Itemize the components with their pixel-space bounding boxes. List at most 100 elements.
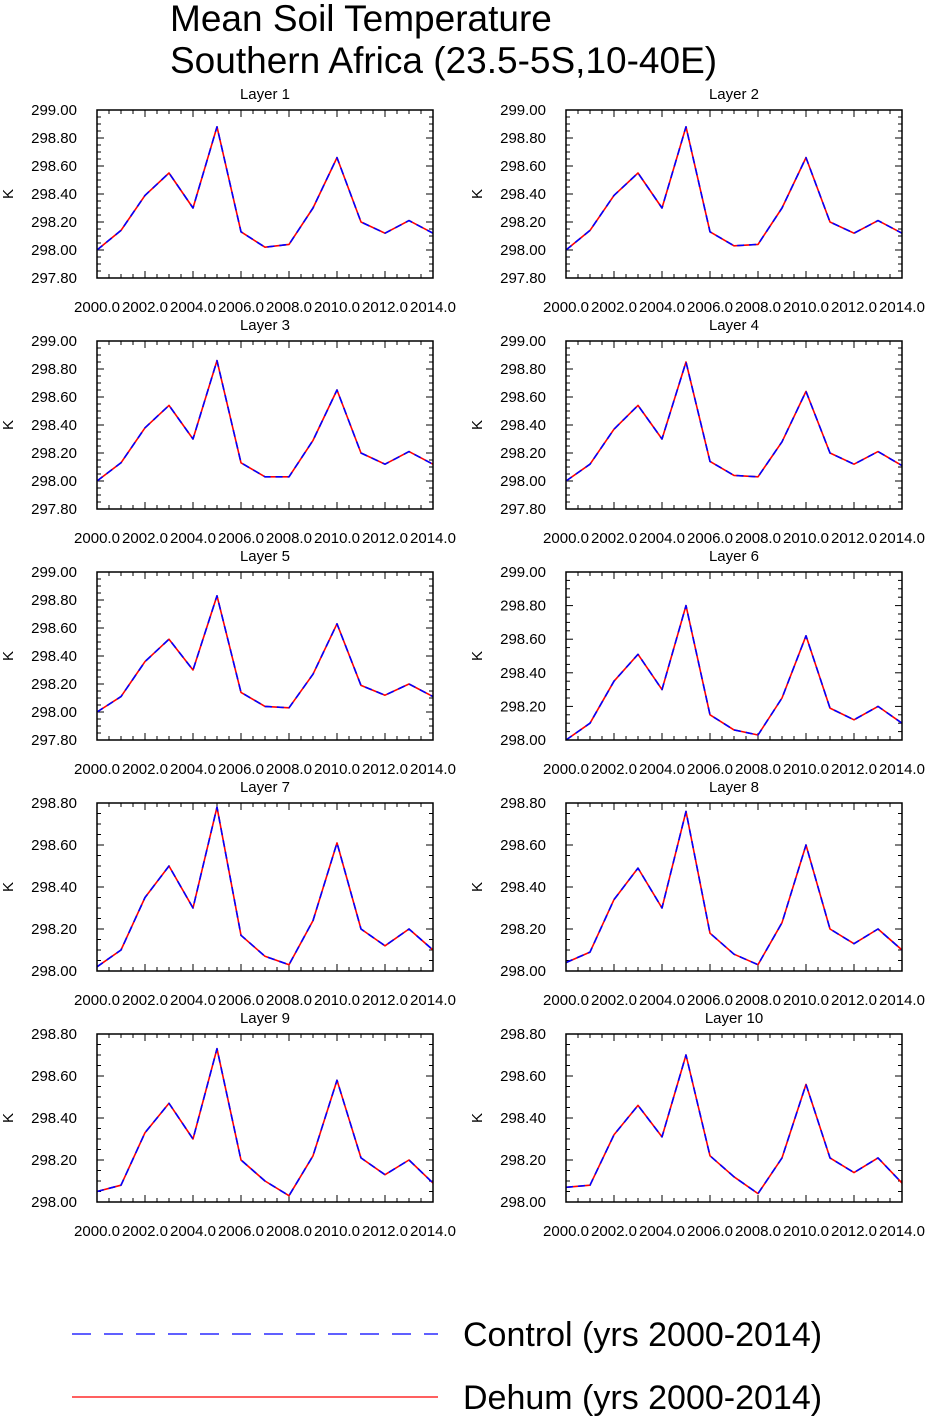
y-axis-label: K xyxy=(0,651,17,661)
y-tick-label: 298.00 xyxy=(31,963,77,980)
x-tick-label: 2000.0 xyxy=(74,299,120,316)
x-tick-label: 2000.0 xyxy=(74,992,120,1009)
panel-title: Layer 10 xyxy=(705,1010,763,1027)
y-axis-label: K xyxy=(469,882,486,892)
x-tick-label: 2000.0 xyxy=(543,761,589,778)
x-tick-label: 2012.0 xyxy=(362,992,408,1009)
y-tick-label: 298.60 xyxy=(500,389,546,406)
y-tick-label: 298.40 xyxy=(500,417,546,434)
panel-layer-4: Layer 4 K 297.80 298.00 298.20 298.40 298.60 29… xyxy=(469,317,925,547)
x-tick-label: 2010.0 xyxy=(783,992,829,1009)
x-tick-label: 2006.0 xyxy=(687,992,733,1009)
plot-frame xyxy=(96,571,434,741)
y-tick-label: 298.60 xyxy=(500,837,546,854)
x-tick-label: 2000.0 xyxy=(74,530,120,547)
panel-title: Layer 7 xyxy=(240,779,290,796)
x-tick-label: 2004.0 xyxy=(639,992,685,1009)
panel-layer-3: Layer 3 K 297.80 298.00 298.20 298.40 298.60 29… xyxy=(0,317,456,547)
y-tick-label: 298.40 xyxy=(31,417,77,434)
legend: Control (yrs 2000-2014) Dehum (yrs 2000-2… xyxy=(72,1316,822,1417)
x-tick-label: 2002.0 xyxy=(591,761,637,778)
control-series-line xyxy=(96,594,434,713)
y-tick-label: 298.00 xyxy=(500,732,546,749)
x-tick-label: 2002.0 xyxy=(591,992,637,1009)
y-tick-label: 297.80 xyxy=(31,270,77,287)
dehum-series-line xyxy=(96,126,434,251)
x-tick-label: 2014.0 xyxy=(410,530,456,547)
panels-group: Layer 1 K 297.80 298.00 298.20 298.40 298.60 29… xyxy=(0,86,925,1240)
chart-title-line-1: Mean Soil Temperature xyxy=(170,0,552,39)
y-axis-label: K xyxy=(0,882,17,892)
y-tick-label: 298.80 xyxy=(31,361,77,378)
control-series-line xyxy=(96,126,434,251)
legend-label-control: Control (yrs 2000-2014) xyxy=(463,1316,822,1354)
x-tick-label: 2014.0 xyxy=(410,992,456,1009)
x-tick-label: 2010.0 xyxy=(783,530,829,547)
y-axis-label: K xyxy=(0,420,17,430)
x-tick-label: 2006.0 xyxy=(218,299,264,316)
x-tick-label: 2012.0 xyxy=(362,1223,408,1240)
y-tick-label: 299.00 xyxy=(31,102,77,119)
y-tick-label: 298.00 xyxy=(31,704,77,721)
x-tick-label: 2010.0 xyxy=(314,299,360,316)
x-tick-label: 2010.0 xyxy=(314,1223,360,1240)
y-tick-label: 298.40 xyxy=(500,665,546,682)
y-tick-label: 298.00 xyxy=(500,242,546,259)
panel-layer-2: Layer 2 K 297.80 298.00 298.20 298.40 298.60 29… xyxy=(469,86,925,316)
x-tick-label: 2014.0 xyxy=(410,761,456,778)
x-tick-label: 2002.0 xyxy=(122,992,168,1009)
x-tick-label: 2010.0 xyxy=(783,299,829,316)
y-tick-label: 298.60 xyxy=(31,620,77,637)
y-tick-label: 298.20 xyxy=(500,698,546,715)
y-tick-label: 298.40 xyxy=(31,648,77,665)
x-tick-label: 2002.0 xyxy=(122,299,168,316)
y-tick-label: 299.00 xyxy=(500,333,546,350)
y-tick-label: 298.00 xyxy=(500,473,546,490)
y-tick-label: 298.20 xyxy=(31,921,77,938)
y-tick-label: 298.40 xyxy=(31,1110,77,1127)
x-tick-label: 2000.0 xyxy=(543,299,589,316)
x-tick-label: 2002.0 xyxy=(122,1223,168,1240)
x-tick-label: 2012.0 xyxy=(362,761,408,778)
y-tick-label: 298.80 xyxy=(500,130,546,147)
x-tick-label: 2004.0 xyxy=(639,761,685,778)
x-tick-label: 2010.0 xyxy=(314,761,360,778)
plot-frame xyxy=(96,340,434,510)
control-series-line xyxy=(565,604,903,741)
y-axis-label: K xyxy=(0,189,17,199)
panel-layer-5: Layer 5 K 297.80 298.00 298.20 298.40 298.60 29… xyxy=(0,548,456,778)
x-tick-label: 2012.0 xyxy=(831,992,877,1009)
y-tick-label: 298.40 xyxy=(500,186,546,203)
x-tick-label: 2008.0 xyxy=(735,992,781,1009)
y-tick-label: 298.20 xyxy=(31,676,77,693)
y-tick-label: 298.40 xyxy=(31,879,77,896)
y-tick-label: 298.20 xyxy=(31,1152,77,1169)
y-tick-label: 299.00 xyxy=(31,333,77,350)
y-axis-label: K xyxy=(469,189,486,199)
y-tick-label: 298.80 xyxy=(31,795,77,812)
x-tick-label: 2008.0 xyxy=(266,299,312,316)
x-tick-label: 2012.0 xyxy=(831,299,877,316)
y-tick-label: 298.20 xyxy=(31,445,77,462)
x-tick-label: 2012.0 xyxy=(831,1223,877,1240)
x-tick-label: 2008.0 xyxy=(735,299,781,316)
y-tick-label: 298.20 xyxy=(31,214,77,231)
control-series-line xyxy=(565,810,903,966)
x-tick-label: 2008.0 xyxy=(735,530,781,547)
plot-frame xyxy=(565,802,903,972)
y-axis-label: K xyxy=(0,1113,17,1123)
y-tick-label: 298.00 xyxy=(31,242,77,259)
dehum-series-line xyxy=(565,1054,903,1195)
y-tick-label: 297.80 xyxy=(500,501,546,518)
control-series-line xyxy=(565,126,903,251)
dehum-series-line xyxy=(565,361,903,482)
control-series-line xyxy=(565,1054,903,1195)
control-series-line xyxy=(96,359,434,482)
x-tick-label: 2006.0 xyxy=(218,530,264,547)
y-tick-label: 298.80 xyxy=(500,598,546,615)
x-tick-label: 2004.0 xyxy=(170,1223,216,1240)
x-tick-label: 2006.0 xyxy=(218,761,264,778)
panel-layer-7: Layer 7 K 298.00 298.20 298.40 298.60 298.80 20… xyxy=(0,779,456,1009)
y-tick-label: 298.20 xyxy=(500,445,546,462)
x-tick-label: 2014.0 xyxy=(410,299,456,316)
